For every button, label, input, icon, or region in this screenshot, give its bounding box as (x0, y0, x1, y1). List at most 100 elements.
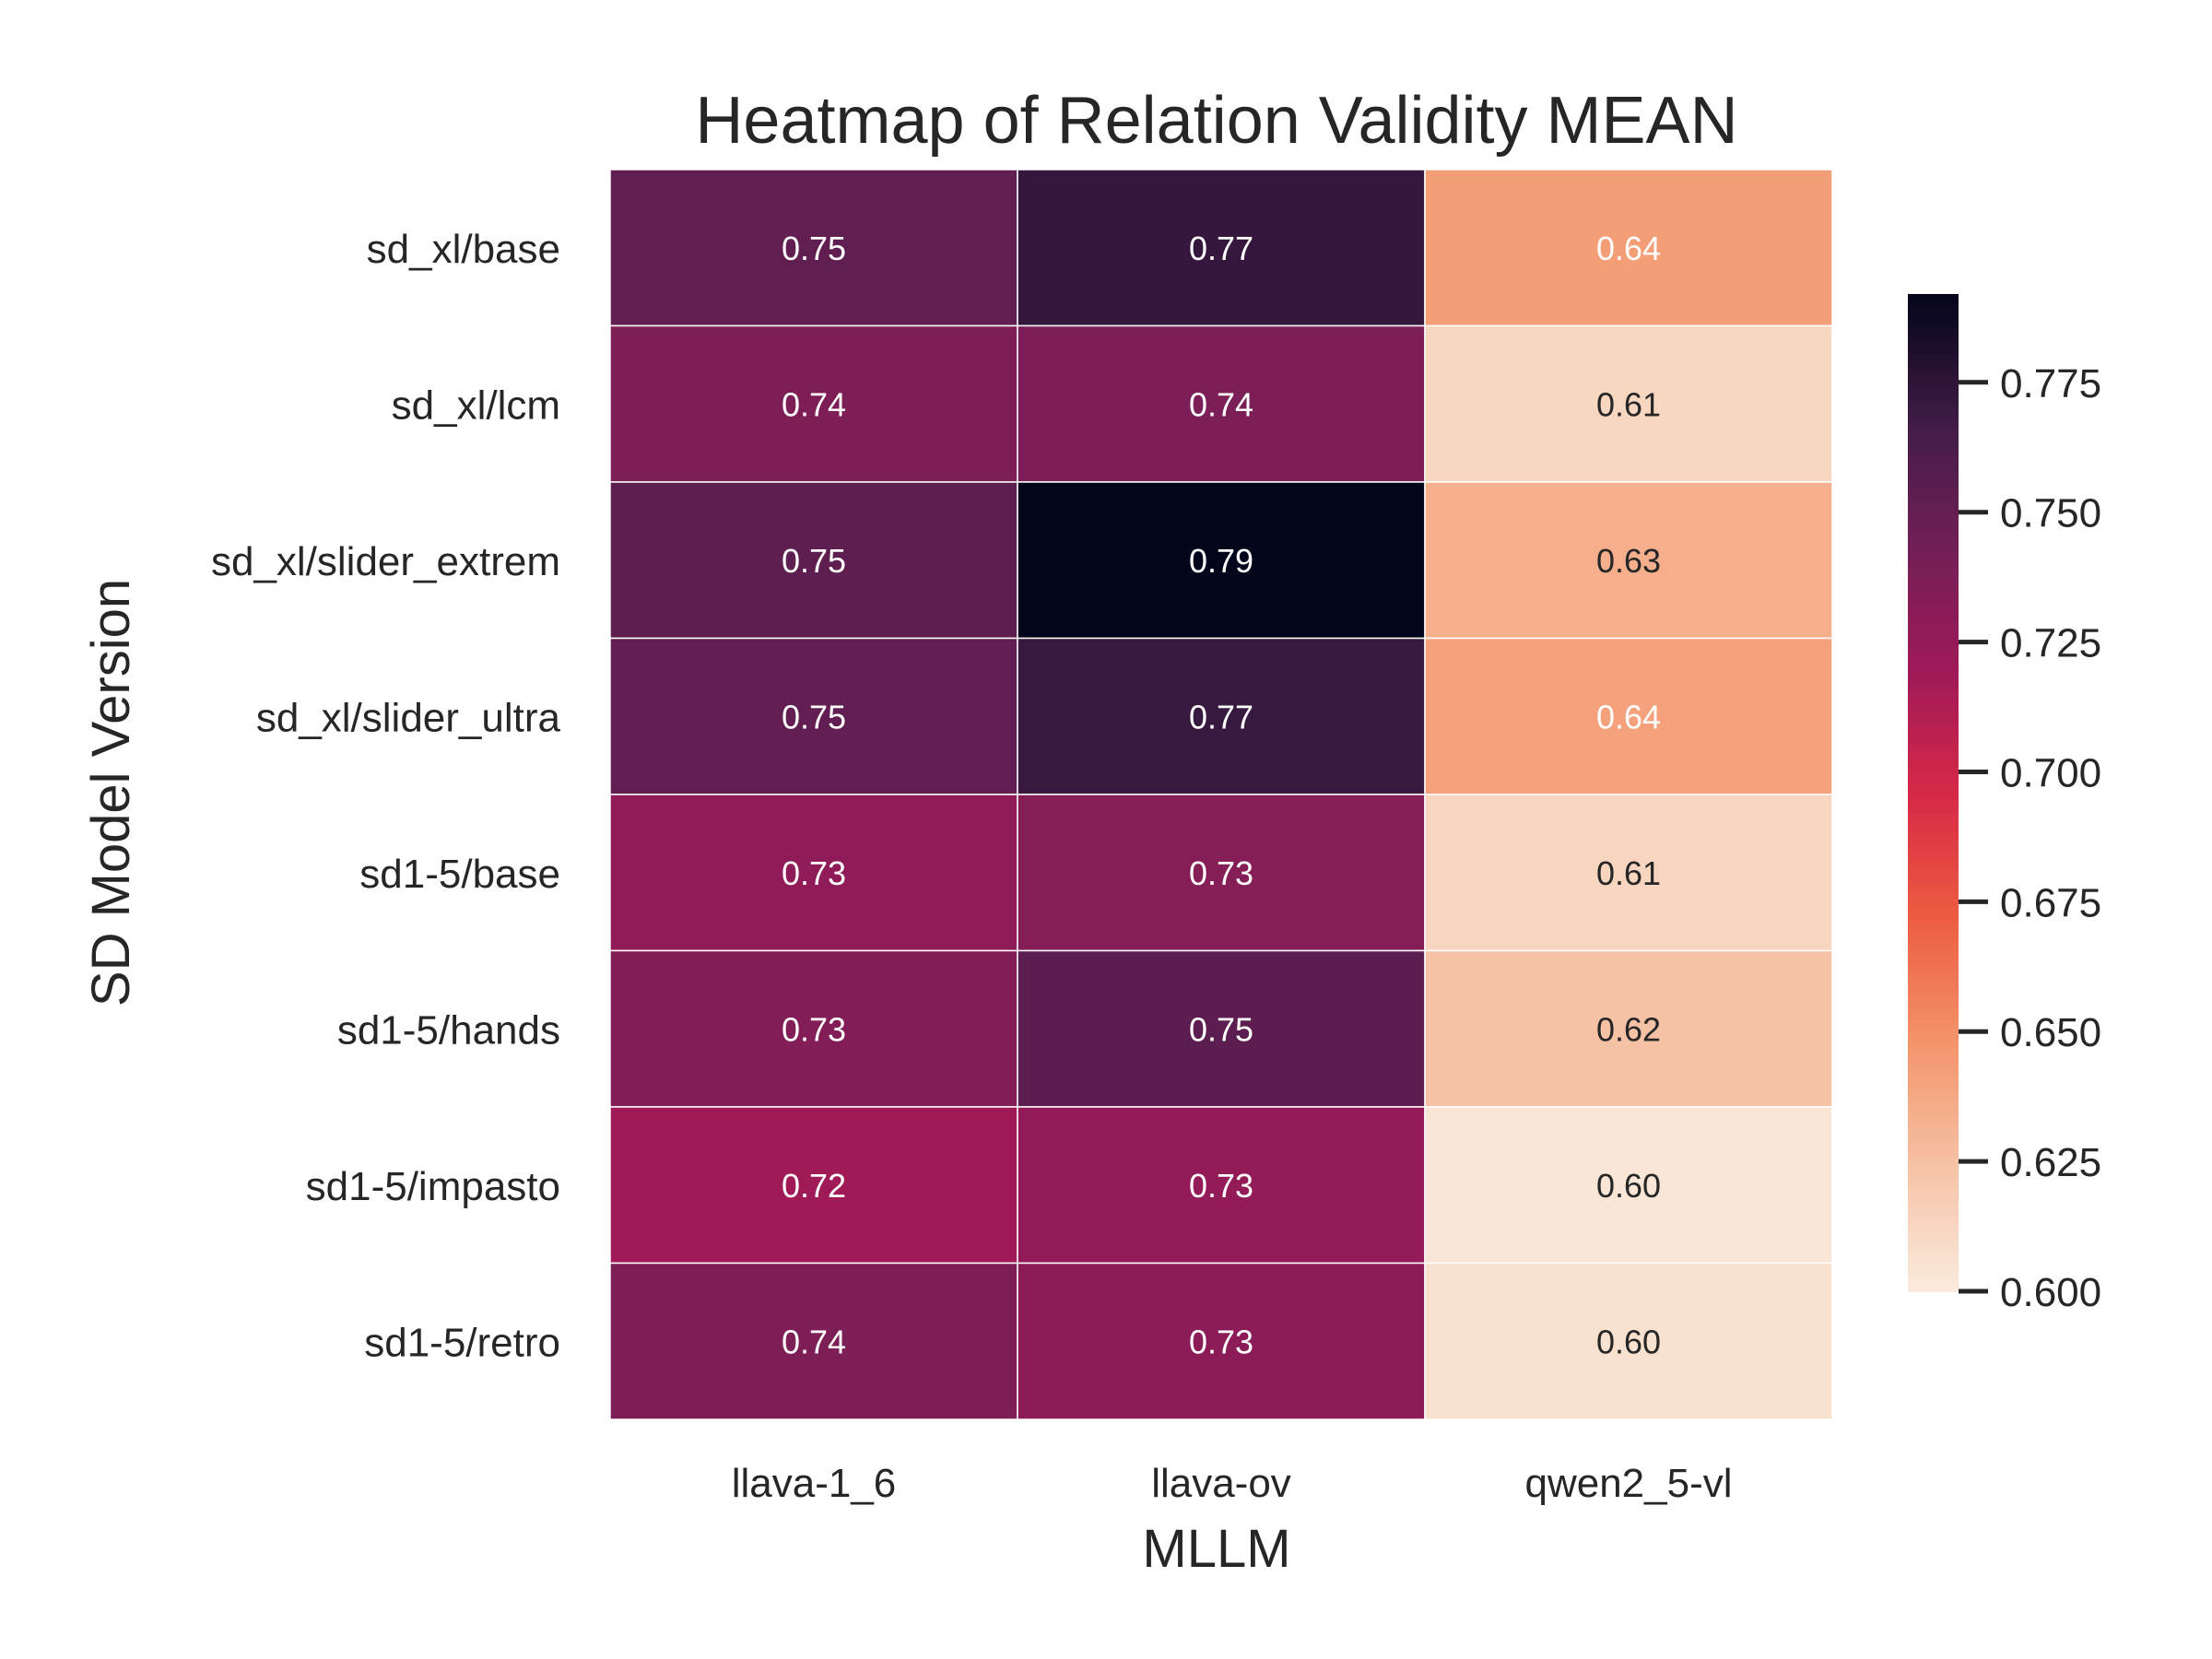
colorbar-segment (1908, 1284, 1959, 1292)
colorbar-segment (1908, 440, 1959, 448)
colorbar-segment (1908, 526, 1959, 535)
colorbar-segment (1908, 380, 1959, 388)
cell-value-label: 0.75 (782, 542, 846, 580)
heatmap-cell (1017, 1106, 1426, 1265)
colorbar-segment (1908, 406, 1959, 415)
cell-value-label: 0.72 (782, 1167, 846, 1205)
colorbar-segment (1908, 473, 1959, 481)
y-tick-label: sd_xl/slider_ultra (256, 695, 561, 740)
y-axis-tick-labels: sd_xl/base sd_xl/lcm sd_xl/slider_extremsd… (211, 227, 561, 1366)
colorbar-segment (1908, 1091, 1959, 1100)
cell-value-label: 0.74 (782, 1323, 846, 1360)
colorbar-segment (1908, 978, 1959, 986)
colorbar-segment (1908, 1145, 1959, 1153)
heatmap-cell (1017, 481, 1426, 640)
colorbar-segment (1908, 885, 1959, 893)
cell-value-label: 0.75 (782, 698, 846, 735)
colorbar-segment (1908, 919, 1959, 927)
colorbar-segment (1908, 899, 1959, 907)
colorbar-segment (1908, 1098, 1959, 1106)
colorbar-segment (1908, 1112, 1959, 1120)
cell-value-label: 0.73 (782, 854, 846, 892)
cell-value-label: 0.73 (782, 1010, 846, 1048)
colorbar-segment (1908, 586, 1959, 594)
heatmap-cell (609, 1106, 1018, 1265)
colorbar-segment (1908, 766, 1959, 774)
heatmap-cell (1424, 949, 1833, 1108)
colorbar-segment (1908, 420, 1959, 429)
colorbar-tick-label: 0.600 (2000, 1270, 2101, 1315)
colorbar-segment (1908, 1158, 1959, 1166)
colorbar-segment (1908, 632, 1959, 641)
colorbar-segment (1908, 865, 1959, 874)
colorbar-segment (1908, 793, 1959, 801)
colorbar-segment (1908, 965, 1959, 973)
colorbar-segment (1908, 1131, 1959, 1139)
colorbar-segment (1908, 313, 1959, 322)
colorbar-segment (1908, 665, 1959, 674)
colorbar-segment (1908, 1178, 1959, 1186)
colorbar-segment (1908, 340, 1959, 348)
heatmap-cell (1017, 169, 1426, 327)
colorbar-segment (1908, 806, 1959, 814)
cell-value-label: 0.64 (1596, 229, 1661, 267)
colorbar-segment (1908, 1251, 1959, 1259)
colorbar-segment (1908, 1171, 1959, 1180)
colorbar-segment (1908, 1211, 1959, 1219)
heatmap-cell (1424, 637, 1833, 795)
colorbar-segment (1908, 400, 1959, 408)
cell-value-label: 0.77 (1189, 698, 1253, 735)
cell-value-label: 0.60 (1596, 1167, 1661, 1205)
colorbar-segment (1908, 1244, 1959, 1253)
colorbar-segment (1908, 971, 1959, 980)
colorbar-segment (1908, 812, 1959, 820)
y-axis-label: SD Model Version (81, 579, 141, 1006)
colorbar-segment (1908, 367, 1959, 375)
colorbar-segment (1908, 599, 1959, 607)
colorbar-segment (1908, 712, 1959, 721)
cell-value-label: 0.73 (1189, 854, 1253, 892)
colorbar-segment (1908, 985, 1959, 994)
colorbar-segment (1908, 433, 1959, 441)
heatmap-cell-labels: 0.75 0.77 0.64 0.74 0.74 0.61 0.75 0.79 0.63 0.75… (782, 229, 1661, 1361)
colorbar-segment (1908, 427, 1959, 435)
heatmap-cell (1017, 949, 1426, 1108)
colorbar-segment (1908, 832, 1959, 841)
colorbar-segment (1908, 673, 1959, 681)
colorbar-segment (1908, 785, 1959, 794)
colorbar-segment (1908, 945, 1959, 953)
colorbar-tick-label: 0.775 (2000, 361, 2101, 406)
colorbar-segment (1908, 1005, 1959, 1013)
colorbar-segment (1908, 686, 1959, 694)
colorbar-segment (1908, 938, 1959, 947)
colorbar-segment (1908, 353, 1959, 361)
colorbar-segment (1908, 653, 1959, 661)
colorbar-segment (1908, 912, 1959, 920)
cell-value-label: 0.74 (782, 385, 846, 423)
colorbar-segment (1908, 1198, 1959, 1206)
colorbar-segment (1908, 373, 1959, 382)
colorbar-segment (1908, 1124, 1959, 1133)
colorbar-segment (1908, 845, 1959, 853)
colorbar-segment (1908, 334, 1959, 342)
colorbar-segment (1908, 580, 1959, 588)
colorbar-segment (1908, 719, 1959, 727)
colorbar-segment (1908, 1071, 1959, 1079)
heatmap-cell (1017, 324, 1426, 483)
cell-value-label: 0.75 (782, 229, 846, 267)
colorbar-segment (1908, 1085, 1959, 1093)
cell-value-label: 0.79 (1189, 542, 1253, 580)
cell-value-label: 0.63 (1596, 542, 1661, 580)
colorbar-segment (1908, 700, 1959, 708)
colorbar-segment (1908, 959, 1959, 967)
colorbar-segment (1908, 1138, 1959, 1147)
colorbar-segment (1908, 553, 1959, 561)
x-tick-label: qwen2_5-vl (1524, 1461, 1732, 1506)
colorbar-segment (1908, 559, 1959, 568)
colorbar-segment (1908, 878, 1959, 887)
colorbar-segment (1908, 1231, 1959, 1240)
y-tick-label: sd_xl/base (367, 227, 560, 272)
colorbar-segment (1908, 386, 1959, 394)
colorbar-segment (1908, 892, 1959, 900)
colorbar-segment (1908, 1065, 1959, 1073)
